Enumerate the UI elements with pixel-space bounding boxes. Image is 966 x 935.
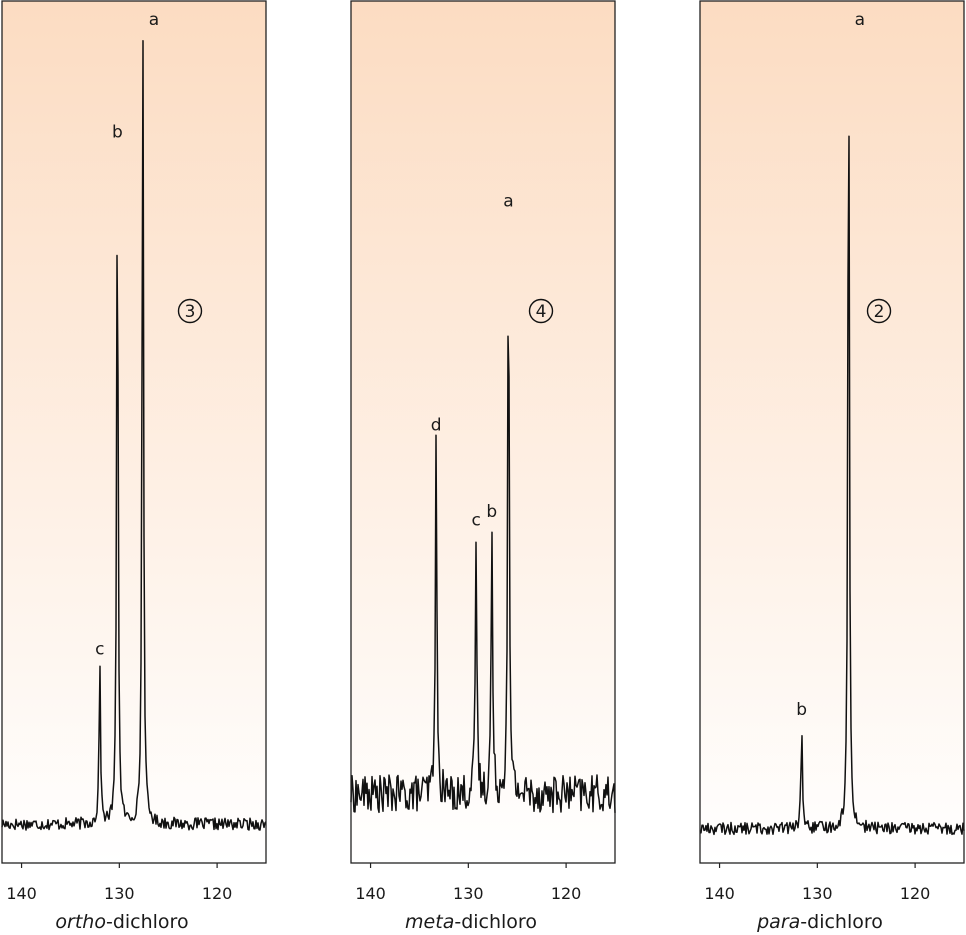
- peak-label-a: a: [855, 10, 865, 30]
- peak-label-c: c: [95, 640, 104, 660]
- x-axis-label-prefix: meta: [405, 911, 454, 933]
- signal-count-circle: [528, 298, 554, 324]
- x-axis-label: para-dichloro: [756, 911, 883, 933]
- x-axis-label: ortho-dichloro: [55, 911, 188, 933]
- x-axis-label-suffix: -dichloro: [800, 911, 883, 933]
- spectrum-trace: [1, 40, 267, 831]
- signal-count: 2: [874, 302, 885, 322]
- spectrum-trace: [350, 335, 616, 814]
- x-axis-label-prefix: ortho: [55, 911, 106, 933]
- signal-count-badge: 2: [866, 298, 892, 324]
- spectrum-panel-ortho: a b c 3 140 130 120 ortho-dichloro: [1, 0, 267, 933]
- x-tick-label: 120: [551, 884, 582, 903]
- signal-count: 4: [536, 302, 547, 322]
- panel-frame: [699, 0, 965, 864]
- peak-label-a: a: [149, 10, 159, 30]
- peak-label-b: b: [486, 502, 497, 522]
- spectrum-panel-meta: a b c d 4 140 130 120 meta-dichloro: [350, 0, 616, 933]
- peak-label-d: d: [431, 416, 442, 436]
- panel-background: [700, 1, 964, 863]
- peak-label-b: b: [796, 700, 807, 720]
- signal-count-badge: 3: [177, 298, 203, 324]
- x-axis-label-suffix: -dichloro: [106, 911, 189, 933]
- x-tick-label: 130: [802, 884, 833, 903]
- peak-label-a: a: [503, 192, 513, 212]
- x-tick-label: 120: [900, 884, 931, 903]
- peak-label-c: c: [472, 510, 481, 530]
- panel-background: [351, 1, 615, 863]
- signal-count-circle: [866, 298, 892, 324]
- x-axis-label: meta-dichloro: [405, 911, 537, 933]
- x-tick-label: 130: [104, 884, 135, 903]
- panel-frame: [350, 0, 616, 864]
- x-tick-label: 130: [453, 884, 484, 903]
- x-tick-label: 140: [6, 884, 37, 903]
- peak-label-b: b: [112, 123, 123, 143]
- signal-count: 3: [185, 302, 196, 322]
- spectrum-trace: [699, 135, 965, 836]
- x-tick-label: 140: [704, 884, 735, 903]
- panel-frame: [1, 0, 267, 864]
- x-axis-label-prefix: para: [756, 911, 800, 933]
- signal-count-circle: [177, 298, 203, 324]
- x-tick-label: 120: [202, 884, 233, 903]
- panel-background: [2, 1, 266, 863]
- x-axis-label-suffix: -dichloro: [454, 911, 537, 933]
- signal-count-badge: 4: [528, 298, 554, 324]
- spectrum-panel-para: a b 2 140 130 120 para-dichloro: [699, 0, 965, 933]
- x-tick-label: 140: [355, 884, 386, 903]
